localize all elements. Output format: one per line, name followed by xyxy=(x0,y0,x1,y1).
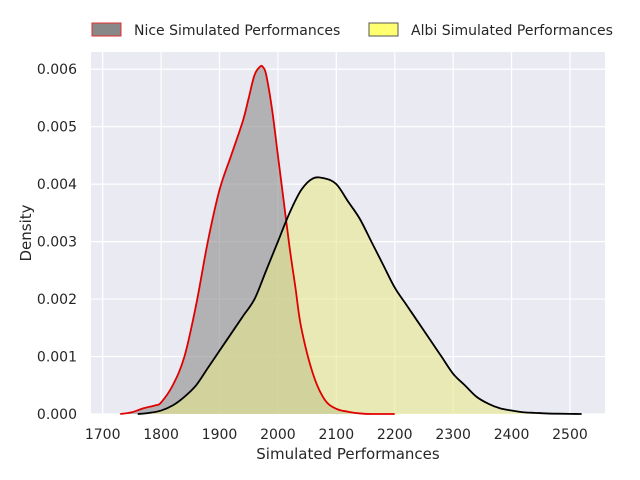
y-tick-label: 0.006 xyxy=(37,62,77,78)
legend-swatch-2 xyxy=(368,22,399,37)
y-tick-label: 0.002 xyxy=(37,292,77,308)
x-tick-label: 2200 xyxy=(377,427,413,443)
legend-label-1: Nice Simulated Performances xyxy=(134,23,340,39)
legend: Nice Simulated Performances Albi Simulate… xyxy=(91,22,613,39)
legend-label-2: Albi Simulated Performances xyxy=(411,23,613,39)
series-area-2 xyxy=(137,177,582,414)
y-tick-label: 0.005 xyxy=(37,120,77,136)
series-layer xyxy=(120,64,582,415)
series-line-1 xyxy=(120,64,395,415)
x-tick-label: 2000 xyxy=(260,427,296,443)
y-tick-label: 0.000 xyxy=(37,407,77,423)
x-tick-label: 1800 xyxy=(143,427,179,443)
y-tick-labels: 0.000 0.001 0.002 0.003 0.004 0.005 0.006 xyxy=(37,62,77,423)
y-tick-label: 0.001 xyxy=(37,350,77,366)
legend-swatch-1 xyxy=(91,22,122,37)
x-axis-label: Simulated Performances xyxy=(256,445,440,463)
x-tick-label: 1700 xyxy=(85,427,121,443)
y-tick-label: 0.004 xyxy=(37,177,77,193)
x-tick-labels: 1700 1800 1900 2000 2100 2200 2300 2400 2500 xyxy=(85,427,588,443)
x-tick-label: 2100 xyxy=(318,427,354,443)
y-tick-label: 0.003 xyxy=(37,235,77,251)
x-tick-label: 2400 xyxy=(494,427,530,443)
x-tick-label: 2500 xyxy=(552,427,588,443)
series-area-1 xyxy=(120,65,395,414)
x-tick-label: 2300 xyxy=(435,427,471,443)
x-tick-label: 1900 xyxy=(202,427,238,443)
series-line-2 xyxy=(137,176,582,415)
y-axis-label: Density xyxy=(17,204,35,261)
